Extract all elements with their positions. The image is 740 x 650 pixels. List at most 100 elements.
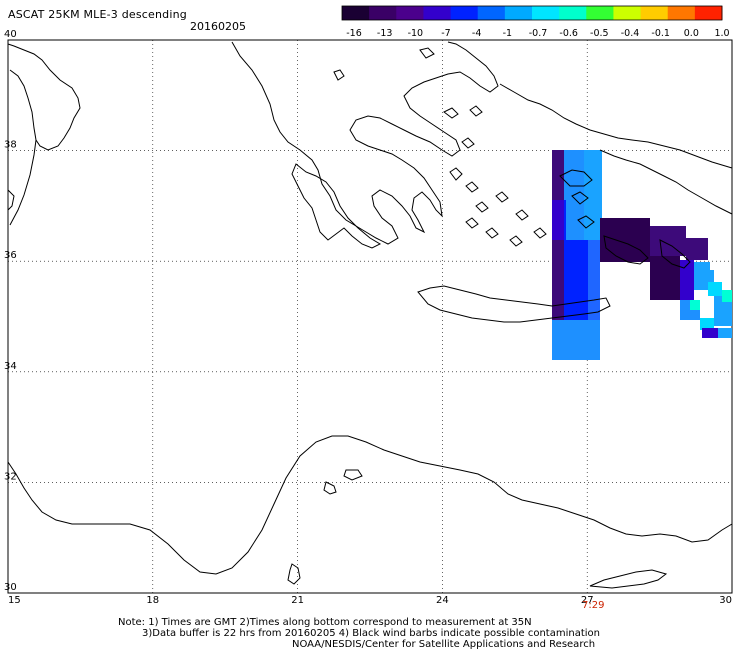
swath-cell	[690, 300, 700, 310]
colorbar-segment	[423, 6, 452, 20]
swath-cell	[588, 260, 600, 270]
swath-cell	[575, 210, 584, 220]
swath-cell	[576, 330, 588, 340]
swath-cell	[564, 290, 576, 300]
colorbar-label: -0.7	[529, 28, 548, 39]
map-title: ASCAT 25KM MLE-3 descending	[8, 8, 187, 21]
swath-cell	[552, 290, 564, 300]
swath-cell	[566, 190, 575, 200]
colorbar-label: -10	[408, 28, 424, 39]
swath-cell	[564, 280, 576, 290]
swath-cell	[588, 300, 600, 310]
colorbar-segment	[532, 6, 560, 20]
swath-cell	[584, 230, 593, 240]
swath-cell	[552, 150, 564, 160]
swath-cell	[552, 310, 564, 320]
colorbar-label: 1.0	[714, 28, 729, 39]
colorbar-segment	[613, 6, 642, 20]
swath-cell	[593, 220, 602, 230]
colorbar: -16 -13 -10 -7 -4 -1 -0.7 -0.6 -0.5 -0.4 -0.1 0.0 1.…	[341, 5, 730, 39]
colorbar-segment	[342, 6, 370, 20]
swath-cell	[564, 260, 576, 270]
colorbar-label: -1	[503, 28, 512, 39]
swath-cell	[576, 280, 588, 290]
swath-cell	[564, 240, 576, 250]
swath-cell	[718, 328, 732, 338]
swath-cell	[686, 238, 708, 260]
swath-cell	[552, 220, 564, 230]
swath-cell	[552, 200, 564, 210]
lon-label: 27	[581, 595, 594, 606]
pass-time-label: 7:29	[582, 600, 604, 611]
note-line-3: NOAA/NESDIS/Center for Satellite Applica…	[292, 639, 596, 650]
lat-label: 40	[4, 29, 17, 40]
colorbar-label: -0.4	[621, 28, 640, 39]
swath-cell	[576, 260, 588, 270]
lon-label: 30	[719, 595, 732, 606]
turkey-coast	[499, 83, 733, 169]
colorbar-segment	[450, 6, 479, 20]
swath-cell	[584, 200, 593, 210]
swath-cell	[552, 270, 564, 280]
swath-cell	[552, 260, 564, 270]
swath-cell	[588, 280, 600, 290]
colorbar-segment	[504, 6, 533, 20]
lon-label: 18	[146, 595, 159, 606]
swath-cell	[584, 220, 593, 230]
swath-cell	[552, 280, 564, 290]
colorbar-label: -16	[346, 28, 362, 39]
swath-cell	[552, 210, 564, 220]
colorbar-label: -13	[377, 28, 393, 39]
swath-cell	[576, 250, 588, 260]
swath-cell	[552, 160, 564, 170]
map-frame	[7, 39, 733, 594]
swath-cell	[566, 210, 575, 220]
italy-coast	[7, 43, 81, 151]
swath-cell	[576, 240, 588, 250]
grid-lines	[8, 40, 732, 593]
swath-cell	[566, 230, 575, 240]
swath-cell	[576, 310, 588, 320]
lon-label: 21	[291, 595, 304, 606]
colorbar-segment	[396, 6, 424, 20]
swath-cell	[564, 320, 576, 330]
swath-cell	[552, 330, 564, 340]
swath-cell	[576, 290, 588, 300]
swath-cell	[575, 170, 584, 180]
swath-cell	[575, 150, 584, 160]
swath-cell	[564, 270, 576, 280]
coastlines	[7, 41, 733, 589]
swath-cell	[552, 180, 564, 190]
swath-cell	[566, 200, 575, 210]
swath-cell	[552, 240, 564, 250]
swath-cell	[708, 282, 722, 296]
swath-cell	[575, 230, 584, 240]
swath-cell	[588, 240, 600, 250]
swath-cell	[566, 180, 575, 190]
swath-cell	[588, 270, 600, 280]
swath-cell	[588, 310, 600, 320]
swath-cell	[552, 250, 564, 260]
swath-cell	[593, 200, 602, 210]
colorbar-label: -7	[441, 28, 450, 39]
africa-coast	[7, 435, 733, 575]
swath-cell	[600, 218, 650, 262]
swath-cell	[564, 300, 576, 310]
lat-label: 32	[4, 471, 17, 482]
lat-label: 38	[4, 140, 17, 151]
crete-coast	[417, 285, 611, 323]
lat-label: 30	[4, 582, 17, 593]
swath-cell	[576, 270, 588, 280]
swath-cell	[566, 220, 575, 230]
swath-cell	[552, 340, 564, 350]
swath-cell	[564, 250, 576, 260]
swath-cell	[566, 170, 575, 180]
swath-cell	[588, 340, 600, 350]
colorbar-label: -0.1	[651, 28, 670, 39]
swath-cell	[552, 320, 564, 330]
greece-coast	[231, 41, 499, 245]
swath-cell	[593, 210, 602, 220]
swath-cell	[593, 230, 602, 240]
swath-cell	[564, 310, 576, 320]
